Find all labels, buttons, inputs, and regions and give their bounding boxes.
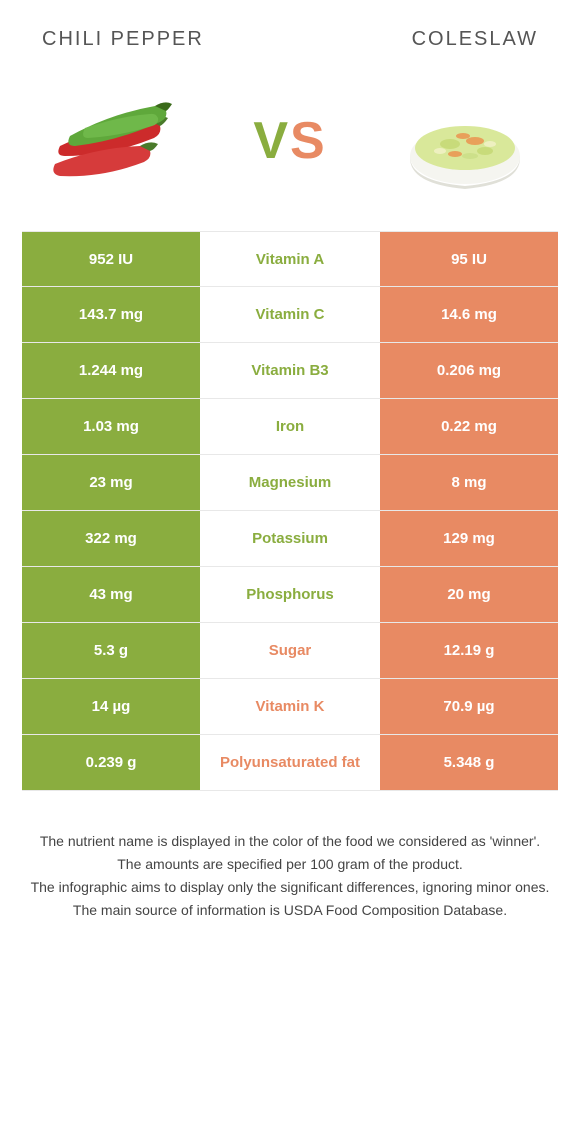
- left-value-cell: 0.239 g: [22, 735, 200, 790]
- chili-pepper-icon: [40, 86, 190, 196]
- right-value-cell: 95 IU: [380, 232, 558, 286]
- right-value-cell: 14.6 mg: [380, 287, 558, 342]
- right-value-cell: 5.348 g: [380, 735, 558, 790]
- left-value-cell: 5.3 g: [22, 623, 200, 678]
- table-row: 322 mgPotassium129 mg: [22, 511, 558, 567]
- nutrient-name-cell: Vitamin B3: [200, 343, 380, 398]
- left-value-cell: 952 IU: [22, 232, 200, 286]
- nutrient-name-cell: Magnesium: [200, 455, 380, 510]
- table-row: 143.7 mgVitamin C14.6 mg: [22, 287, 558, 343]
- left-value-cell: 1.03 mg: [22, 399, 200, 454]
- table-row: 952 IUVitamin A95 IU: [22, 231, 558, 287]
- nutrient-name-cell: Iron: [200, 399, 380, 454]
- footnote-line: The infographic aims to display only the…: [30, 877, 550, 898]
- table-row: 0.239 gPolyunsaturated fat5.348 g: [22, 735, 558, 791]
- nutrient-name-cell: Potassium: [200, 511, 380, 566]
- vs-badge: VS: [253, 111, 326, 171]
- hero-row: VS: [0, 61, 580, 231]
- footnote-line: The nutrient name is displayed in the co…: [30, 831, 550, 852]
- vs-s: S: [290, 111, 327, 171]
- nutrient-name-cell: Phosphorus: [200, 567, 380, 622]
- table-row: 14 µgVitamin K70.9 µg: [22, 679, 558, 735]
- coleslaw-icon: [395, 86, 535, 196]
- nutrient-name-cell: Vitamin C: [200, 287, 380, 342]
- table-row: 1.03 mgIron0.22 mg: [22, 399, 558, 455]
- right-value-cell: 12.19 g: [380, 623, 558, 678]
- table-row: 5.3 gSugar12.19 g: [22, 623, 558, 679]
- left-value-cell: 143.7 mg: [22, 287, 200, 342]
- left-food-title: Chili pepper: [42, 28, 204, 51]
- chili-pepper-image: [40, 81, 190, 201]
- right-value-cell: 129 mg: [380, 511, 558, 566]
- vs-v: V: [253, 111, 290, 171]
- nutrient-name-cell: Sugar: [200, 623, 380, 678]
- right-value-cell: 0.22 mg: [380, 399, 558, 454]
- nutrient-name-cell: Vitamin A: [200, 232, 380, 286]
- left-value-cell: 322 mg: [22, 511, 200, 566]
- nutrient-name-cell: Polyunsaturated fat: [200, 735, 380, 790]
- table-row: 23 mgMagnesium8 mg: [22, 455, 558, 511]
- left-value-cell: 43 mg: [22, 567, 200, 622]
- footnotes: The nutrient name is displayed in the co…: [0, 791, 580, 921]
- right-value-cell: 8 mg: [380, 455, 558, 510]
- footnote-line: The amounts are specified per 100 gram o…: [30, 854, 550, 875]
- right-value-cell: 20 mg: [380, 567, 558, 622]
- table-row: 43 mgPhosphorus20 mg: [22, 567, 558, 623]
- footnote-line: The main source of information is USDA F…: [30, 900, 550, 921]
- left-value-cell: 14 µg: [22, 679, 200, 734]
- left-value-cell: 1.244 mg: [22, 343, 200, 398]
- comparison-table: 952 IUVitamin A95 IU143.7 mgVitamin C14.…: [0, 231, 580, 791]
- table-row: 1.244 mgVitamin B30.206 mg: [22, 343, 558, 399]
- left-value-cell: 23 mg: [22, 455, 200, 510]
- right-food-title: Coleslaw: [412, 28, 538, 51]
- header-row: Chili pepper Coleslaw: [0, 0, 580, 61]
- right-value-cell: 0.206 mg: [380, 343, 558, 398]
- right-value-cell: 70.9 µg: [380, 679, 558, 734]
- nutrient-name-cell: Vitamin K: [200, 679, 380, 734]
- coleslaw-image: [390, 81, 540, 201]
